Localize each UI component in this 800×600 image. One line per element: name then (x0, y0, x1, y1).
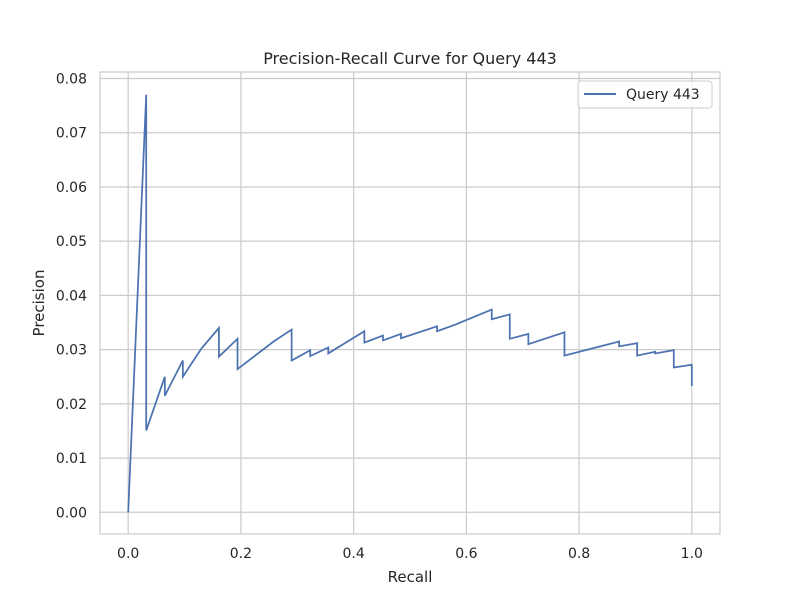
series-line-query-443 (127, 94, 693, 513)
x-tick-label: 0.8 (568, 546, 590, 562)
x-tick-label: 0.6 (455, 546, 477, 562)
plot-frame (99, 71, 721, 535)
legend-label-query-443: Query 443 (626, 87, 700, 103)
x-tick-label: 0.4 (343, 546, 365, 562)
y-axis-ticks: 0.00 0.01 0.02 0.03 0.04 0.05 0.06 0.07 0.08 (56, 72, 87, 522)
y-tick-label: 0.01 (56, 451, 87, 467)
y-tick-label: 0.03 (56, 343, 87, 359)
y-tick-label: 0.08 (56, 72, 87, 88)
y-tick-label: 0.00 (56, 505, 87, 521)
x-tick-label: 0.0 (117, 546, 139, 562)
y-tick-label: 0.06 (56, 180, 87, 196)
y-tick-label: 0.05 (56, 234, 87, 250)
chart-title: Precision-Recall Curve for Query 443 (263, 49, 557, 68)
legend-box (577, 80, 713, 109)
legend: Query 443 (577, 80, 713, 109)
x-axis-label: Recall (388, 568, 433, 586)
y-tick-label: 0.07 (56, 126, 87, 142)
x-tick-label: 1.0 (681, 546, 703, 562)
grid (100, 72, 720, 534)
series-layer (127, 94, 693, 513)
y-tick-label: 0.04 (56, 288, 87, 304)
x-tick-label: 0.2 (230, 546, 252, 562)
x-axis-ticks: 0.0 0.2 0.4 0.6 0.8 1.0 (117, 546, 703, 562)
y-tick-label: 0.02 (56, 397, 87, 413)
y-axis-label: Precision (30, 270, 48, 337)
